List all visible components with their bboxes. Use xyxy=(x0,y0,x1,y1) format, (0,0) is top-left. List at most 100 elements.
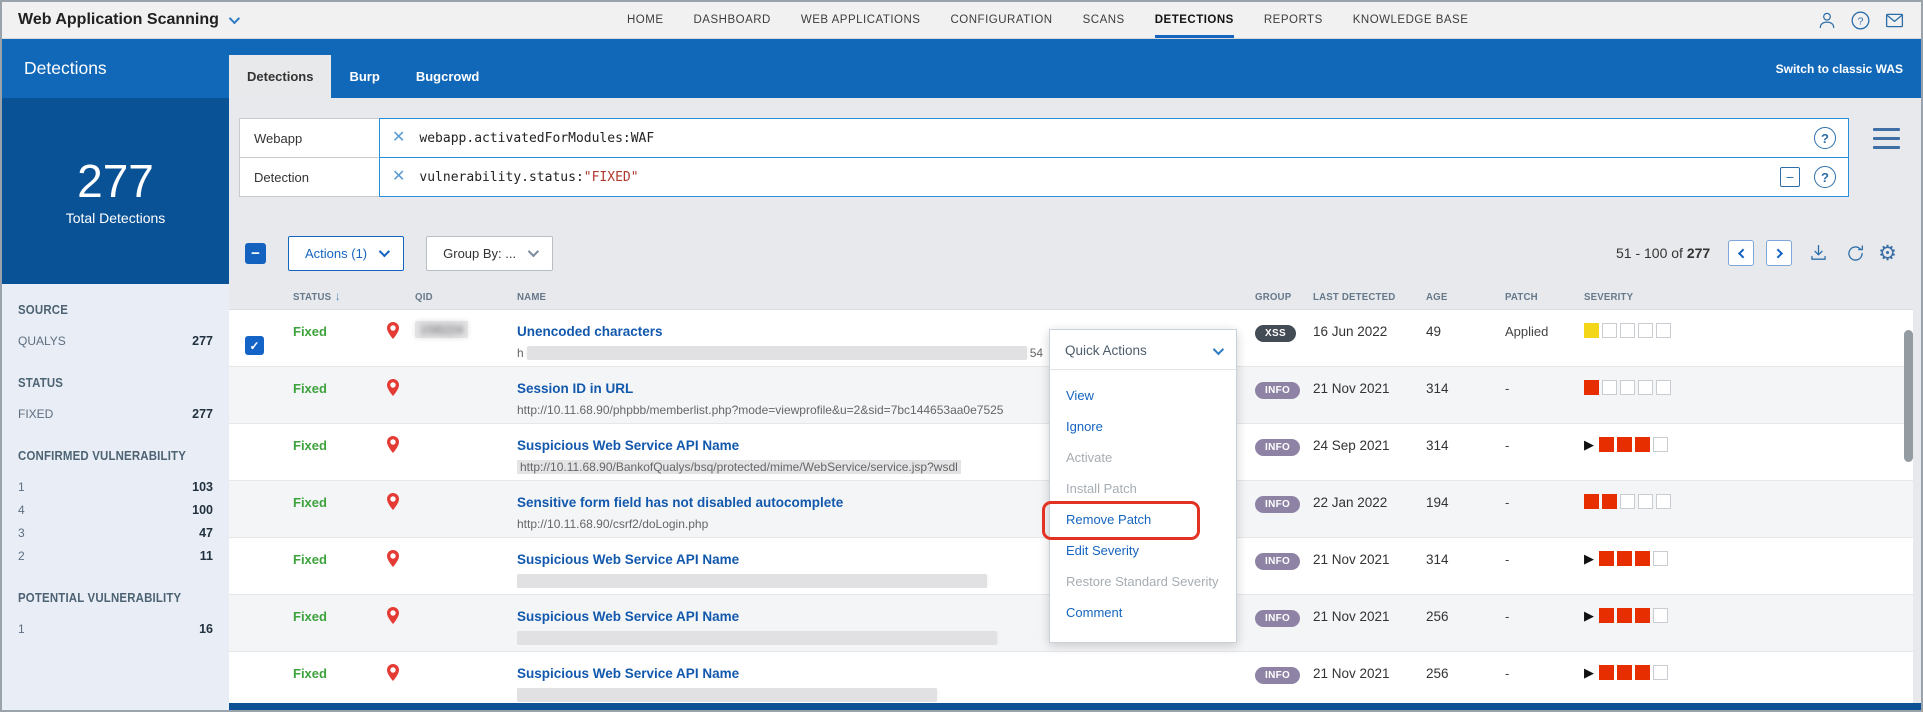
last-detected-value: 24 Sep 2021 xyxy=(1313,438,1390,453)
nav-item-web-applications[interactable]: WEB APPLICATIONS xyxy=(800,14,921,26)
detection-filter-input[interactable]: ✕ vulnerability.status:"FIXED" − ? xyxy=(379,157,1849,197)
facet-item-source-qualys[interactable]: QUALYS 277 xyxy=(18,334,213,348)
status-value: Fixed xyxy=(293,381,327,396)
webapp-filter-input[interactable]: ✕ webapp.activatedForModules:WAF ? xyxy=(379,118,1849,158)
severity-box-empty xyxy=(1620,494,1635,509)
vertical-scrollbar-thumb[interactable] xyxy=(1904,330,1913,462)
detection-name-link[interactable]: Unencoded characters xyxy=(517,324,663,339)
facet-section-title: CONFIRMED VULNERABILITY xyxy=(18,448,187,463)
facet-label: 1 xyxy=(18,622,25,636)
patch-value: - xyxy=(1505,552,1510,567)
next-page-button[interactable] xyxy=(1766,240,1793,266)
detection-name-link[interactable]: Session ID in URL xyxy=(517,381,634,396)
facet-item-status-fixed[interactable]: FIXED 277 xyxy=(18,407,213,421)
pagination-text: 51 - 100 of 277 xyxy=(1615,245,1711,261)
download-icon[interactable] xyxy=(1808,243,1829,264)
nav-item-home[interactable]: HOME xyxy=(627,14,664,26)
facet-item-confirmed-vulnerability-1[interactable]: 1 103 xyxy=(18,480,213,494)
detection-url: http://10.11.68.90/BankofQualys/bsq/prot… xyxy=(517,460,1255,474)
group-badge: INFO xyxy=(1255,667,1301,684)
row-checkbox[interactable]: ✓ xyxy=(245,336,264,355)
query-value-fixed: "FIXED" xyxy=(583,169,639,185)
quick-action-view[interactable]: View xyxy=(1066,388,1094,403)
refresh-icon[interactable] xyxy=(1845,243,1866,264)
severity-box-red xyxy=(1584,380,1599,395)
tab-burp[interactable]: Burp xyxy=(349,69,380,84)
col-header-qid[interactable]: QID xyxy=(415,291,433,303)
nav-item-configuration[interactable]: CONFIGURATION xyxy=(950,14,1053,26)
severity-box-empty xyxy=(1620,380,1635,395)
mail-icon[interactable] xyxy=(1884,10,1905,31)
table-row[interactable]: Fixed Suspicious Web Service API Name IN… xyxy=(229,652,1913,709)
help-icon[interactable]: ? xyxy=(1850,10,1871,31)
status-value: Fixed xyxy=(293,324,327,339)
webapp-filter-row: Webapp ✕ webapp.activatedForModules:WAF … xyxy=(239,118,1849,158)
prev-page-button[interactable] xyxy=(1728,240,1755,266)
switch-to-classic-link[interactable]: Switch to classic WAS xyxy=(1775,61,1903,76)
nav-item-reports[interactable]: REPORTS xyxy=(1263,14,1323,26)
tab-detections[interactable]: Detections xyxy=(229,55,332,98)
age-value: 256 xyxy=(1426,609,1449,624)
quick-action-remove-patch[interactable]: Remove Patch xyxy=(1042,501,1236,540)
quick-action-ignore[interactable]: Ignore xyxy=(1066,419,1103,434)
user-icon[interactable] xyxy=(1817,10,1837,30)
group-by-button[interactable]: Group By: ... xyxy=(426,235,554,271)
quick-action-install-patch[interactable]: Install Patch xyxy=(1066,481,1137,496)
col-header-status[interactable]: STATUS ↓ xyxy=(293,289,341,303)
facet-item-confirmed-vulnerability-2[interactable]: 2 11 xyxy=(18,549,213,563)
actions-button[interactable]: Actions (1) xyxy=(288,235,405,271)
select-all-checkbox[interactable]: − xyxy=(245,242,266,264)
clear-filter-icon[interactable]: ✕ xyxy=(392,129,406,146)
facet-item-confirmed-vulnerability-4[interactable]: 4 100 xyxy=(18,503,213,517)
nav-item-dashboard[interactable]: DASHBOARD xyxy=(693,14,771,26)
quick-action-restore-standard-severity[interactable]: Restore Standard Severity xyxy=(1066,574,1219,589)
menu-icon[interactable] xyxy=(1873,128,1900,149)
detection-name-link[interactable]: Suspicious Web Service API Name xyxy=(517,609,740,624)
collapse-square-icon[interactable]: − xyxy=(1780,167,1800,187)
col-header-last-detected[interactable]: LAST DETECTED xyxy=(1313,291,1396,303)
help-circle-icon[interactable]: ? xyxy=(1814,127,1836,149)
quick-action-activate[interactable]: Activate xyxy=(1066,450,1113,465)
severity-bar xyxy=(1584,380,1913,395)
quick-actions-menu: Quick Actions View Ignore Activate Install … xyxy=(1042,329,1237,643)
help-circle-icon[interactable]: ? xyxy=(1814,166,1836,188)
severity-box-empty xyxy=(1638,323,1653,338)
nav-item-detections[interactable]: DETECTIONS xyxy=(1154,2,1234,38)
col-header-group[interactable]: GROUP xyxy=(1255,291,1292,303)
quick-actions-header[interactable]: Quick Actions xyxy=(1050,330,1236,370)
detection-name-link[interactable]: Suspicious Web Service API Name xyxy=(517,438,740,453)
nav-item-scans[interactable]: SCANS xyxy=(1082,14,1125,26)
col-header-patch[interactable]: PATCH xyxy=(1505,291,1538,303)
clear-filter-icon[interactable]: ✕ xyxy=(392,168,406,185)
url-redacted-bar xyxy=(517,631,997,645)
facet-section-title: SOURCE xyxy=(18,302,69,317)
toolbar: − Actions (1) Group By: ... 51 - 100 of … xyxy=(245,235,1897,271)
detection-name-link[interactable]: Suspicious Web Service API Name xyxy=(517,666,740,681)
severity-modified-icon: ▶ xyxy=(1584,551,1594,566)
horizontal-scrollbar[interactable] xyxy=(229,703,1921,710)
group-badge: INFO xyxy=(1255,439,1301,456)
quick-action-comment[interactable]: Comment xyxy=(1066,605,1123,620)
nav-item-knowledge-base[interactable]: KNOWLEDGE BASE xyxy=(1352,14,1469,26)
facet-item-potential-vulnerability-1[interactable]: 1 16 xyxy=(18,622,213,636)
facet-label: 3 xyxy=(18,526,25,540)
severity-box-red xyxy=(1602,494,1617,509)
settings-gear-icon[interactable]: ⚙ xyxy=(1878,241,1897,265)
facet-item-confirmed-vulnerability-3[interactable]: 3 47 xyxy=(18,526,213,540)
severity-box-red xyxy=(1599,608,1614,623)
product-menu[interactable]: Web Application Scanning xyxy=(18,11,240,29)
col-header-age[interactable]: AGE xyxy=(1426,291,1448,303)
detection-name-link[interactable]: Sensitive form field has not disabled au… xyxy=(517,495,844,510)
vulnerability-pin-icon xyxy=(385,550,401,572)
detection-name-link[interactable]: Suspicious Web Service API Name xyxy=(517,552,740,567)
detection-url xyxy=(517,574,1255,588)
col-header-severity[interactable]: SEVERITY xyxy=(1584,291,1634,303)
quick-action-edit-severity[interactable]: Edit Severity xyxy=(1066,543,1139,558)
last-detected-value: 21 Nov 2021 xyxy=(1313,552,1390,567)
facet-list: SOURCE QUALYS 277 STATUS FIXED 277 CONFIRMED V… xyxy=(2,284,229,655)
vulnerability-pin-icon xyxy=(385,493,401,515)
col-header-name[interactable]: NAME xyxy=(517,291,547,303)
severity-modified-icon: ▶ xyxy=(1584,437,1594,452)
tab-bugcrowd[interactable]: Bugcrowd xyxy=(415,69,480,84)
